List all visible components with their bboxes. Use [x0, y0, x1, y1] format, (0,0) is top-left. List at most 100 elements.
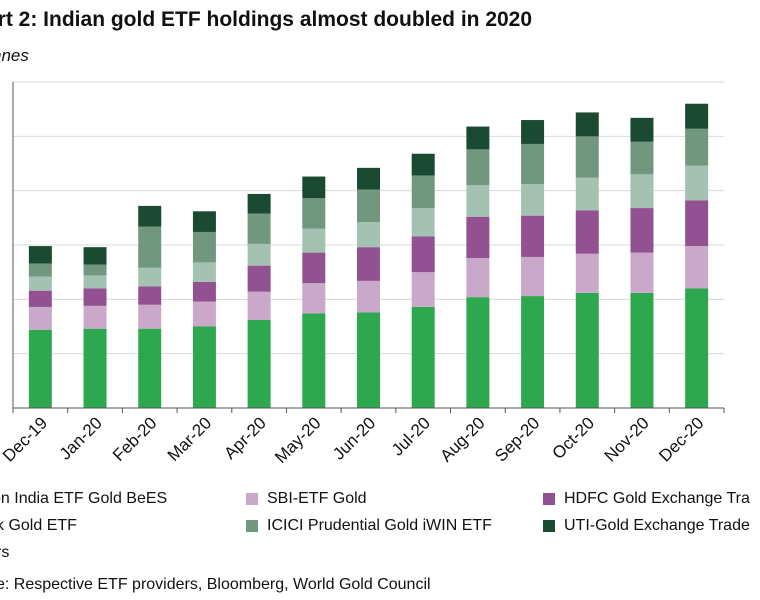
bar-segment-2-9	[521, 215, 545, 257]
bar-segment-1-6	[357, 280, 380, 313]
bar-segment-0-7	[411, 306, 435, 408]
chart-note: rs	[0, 544, 10, 561]
bar-segment-4-12	[685, 128, 709, 166]
bar-segment-0-10	[575, 292, 599, 408]
bar-segment-4-1	[83, 264, 107, 276]
bar-segment-2-7	[411, 236, 435, 273]
bar-segment-2-10	[575, 210, 599, 254]
bar-segment-0-1	[83, 328, 107, 408]
bar-segment-1-7	[411, 272, 435, 307]
bar-segment-5-1	[83, 247, 107, 265]
bar-segment-0-2	[138, 328, 162, 408]
legend-label-2: HDFC Gold Exchange Tra	[564, 490, 750, 507]
bar-segment-5-4	[247, 193, 271, 214]
bar-segment-0-3	[192, 326, 216, 408]
bar-segment-1-5	[302, 283, 326, 314]
bar-segment-3-10	[575, 177, 599, 211]
bar-segment-2-8	[466, 216, 490, 259]
legend-label-4: ICICI Prudential Gold iWIN ETF	[267, 517, 492, 534]
bar-segment-0-5	[302, 313, 326, 408]
bar-segment-3-12	[685, 165, 709, 201]
legend-item-1: SBI-ETF Gold	[246, 490, 367, 508]
bar-segment-0-9	[521, 296, 545, 408]
bar-segment-2-12	[685, 200, 709, 247]
legend-item-3: k Gold ETF	[0, 517, 77, 535]
bars	[28, 103, 709, 408]
x-tick-labels: Dec-19 Jan-20 Feb-20 Mar-20 Apr-20 May-20 Jun-…	[0, 413, 707, 467]
bar-segment-5-3	[192, 211, 216, 232]
bar-segment-5-10	[575, 112, 599, 137]
bar-segment-5-7	[411, 153, 435, 176]
x-tick-label: Sep-20	[491, 413, 543, 465]
stacked-bar-chart: Dec-19 Jan-20 Feb-20 Mar-20 Apr-20 May-20 Jun-…	[0, 81, 725, 467]
legend-item-2: HDFC Gold Exchange Tra	[543, 490, 750, 508]
bar-segment-3-1	[83, 275, 107, 289]
bar-segment-4-6	[357, 189, 380, 223]
bar-segment-3-7	[411, 208, 435, 237]
legend-label-1: SBI-ETF Gold	[267, 490, 367, 507]
legend-swatch-4	[246, 520, 258, 532]
bar-segment-0-4	[247, 319, 271, 408]
bar-segment-5-11	[630, 117, 654, 142]
x-tick-label: Feb-20	[109, 413, 161, 465]
x-tick-label: Nov-20	[601, 413, 653, 465]
bar-segment-5-5	[302, 176, 326, 199]
legend-label-3: k Gold ETF	[0, 517, 77, 534]
legend-item-4: ICICI Prudential Gold iWIN ETF	[246, 517, 492, 535]
bar-segment-4-8	[466, 149, 490, 186]
x-tick-label: Jan-20	[56, 413, 106, 463]
bar-segment-4-11	[630, 141, 654, 175]
x-tick-label: Jul-20	[388, 413, 434, 459]
bar-segment-0-8	[466, 297, 490, 408]
legend-label-5: UTI-Gold Exchange Trade	[564, 517, 750, 534]
bar-segment-2-3	[192, 281, 216, 302]
bar-segment-1-12	[685, 246, 709, 289]
axes	[12, 82, 725, 413]
bar-segment-1-2	[138, 304, 162, 329]
bar-segment-4-5	[302, 198, 326, 229]
chart-subtitle: nnes	[0, 46, 29, 65]
legend-item-0: on India ETF Gold BeES	[0, 490, 167, 508]
bar-segment-4-0	[28, 263, 52, 277]
legend-label-0: on India ETF Gold BeES	[0, 490, 168, 507]
bar-segment-5-2	[138, 205, 162, 227]
bar-segment-3-3	[192, 262, 216, 282]
legend-swatch-5	[543, 520, 555, 532]
chart-source: e: Respective ETF providers, Bloomberg, …	[0, 576, 431, 593]
bar-segment-2-11	[630, 208, 654, 253]
bar-segment-3-2	[138, 267, 162, 287]
bar-segment-2-4	[247, 265, 271, 292]
bar-segment-0-11	[630, 292, 654, 408]
chart-title: art 2: Indian gold ETF holdings almost d…	[0, 8, 533, 31]
x-tick-label: Jun-20	[329, 413, 379, 463]
bar-segment-4-4	[247, 213, 271, 244]
x-tick-label: May-20	[271, 413, 325, 467]
bar-segment-5-12	[685, 103, 709, 129]
bar-segment-4-2	[138, 226, 162, 268]
x-tick-label: Mar-20	[164, 413, 216, 465]
bar-segment-3-4	[247, 243, 271, 266]
bar-segment-4-3	[192, 231, 216, 263]
bar-segment-1-8	[466, 258, 490, 298]
legend-swatch-1	[246, 493, 258, 505]
bar-segment-3-11	[630, 174, 654, 209]
bar-segment-0-0	[28, 329, 52, 408]
legend-item-5: UTI-Gold Exchange Trade	[543, 517, 750, 535]
legend-swatch-2	[543, 493, 555, 505]
bar-segment-1-11	[630, 252, 654, 293]
bar-segment-1-1	[83, 305, 107, 329]
bar-segment-2-6	[357, 247, 380, 281]
x-tick-label: Dec-19	[0, 413, 51, 465]
bar-segment-1-0	[28, 306, 52, 330]
bar-segment-5-9	[521, 120, 545, 144]
bar-segment-0-12	[685, 288, 709, 408]
bar-segment-1-3	[192, 301, 216, 327]
bar-segment-5-6	[357, 167, 380, 190]
bar-segment-3-0	[28, 276, 52, 291]
x-tick-label: Dec-20	[655, 413, 707, 465]
bar-segment-0-6	[357, 312, 380, 408]
bar-segment-3-9	[521, 184, 545, 216]
bar-segment-4-10	[575, 136, 599, 178]
bar-segment-3-8	[466, 185, 490, 217]
bar-segment-2-0	[28, 290, 52, 307]
